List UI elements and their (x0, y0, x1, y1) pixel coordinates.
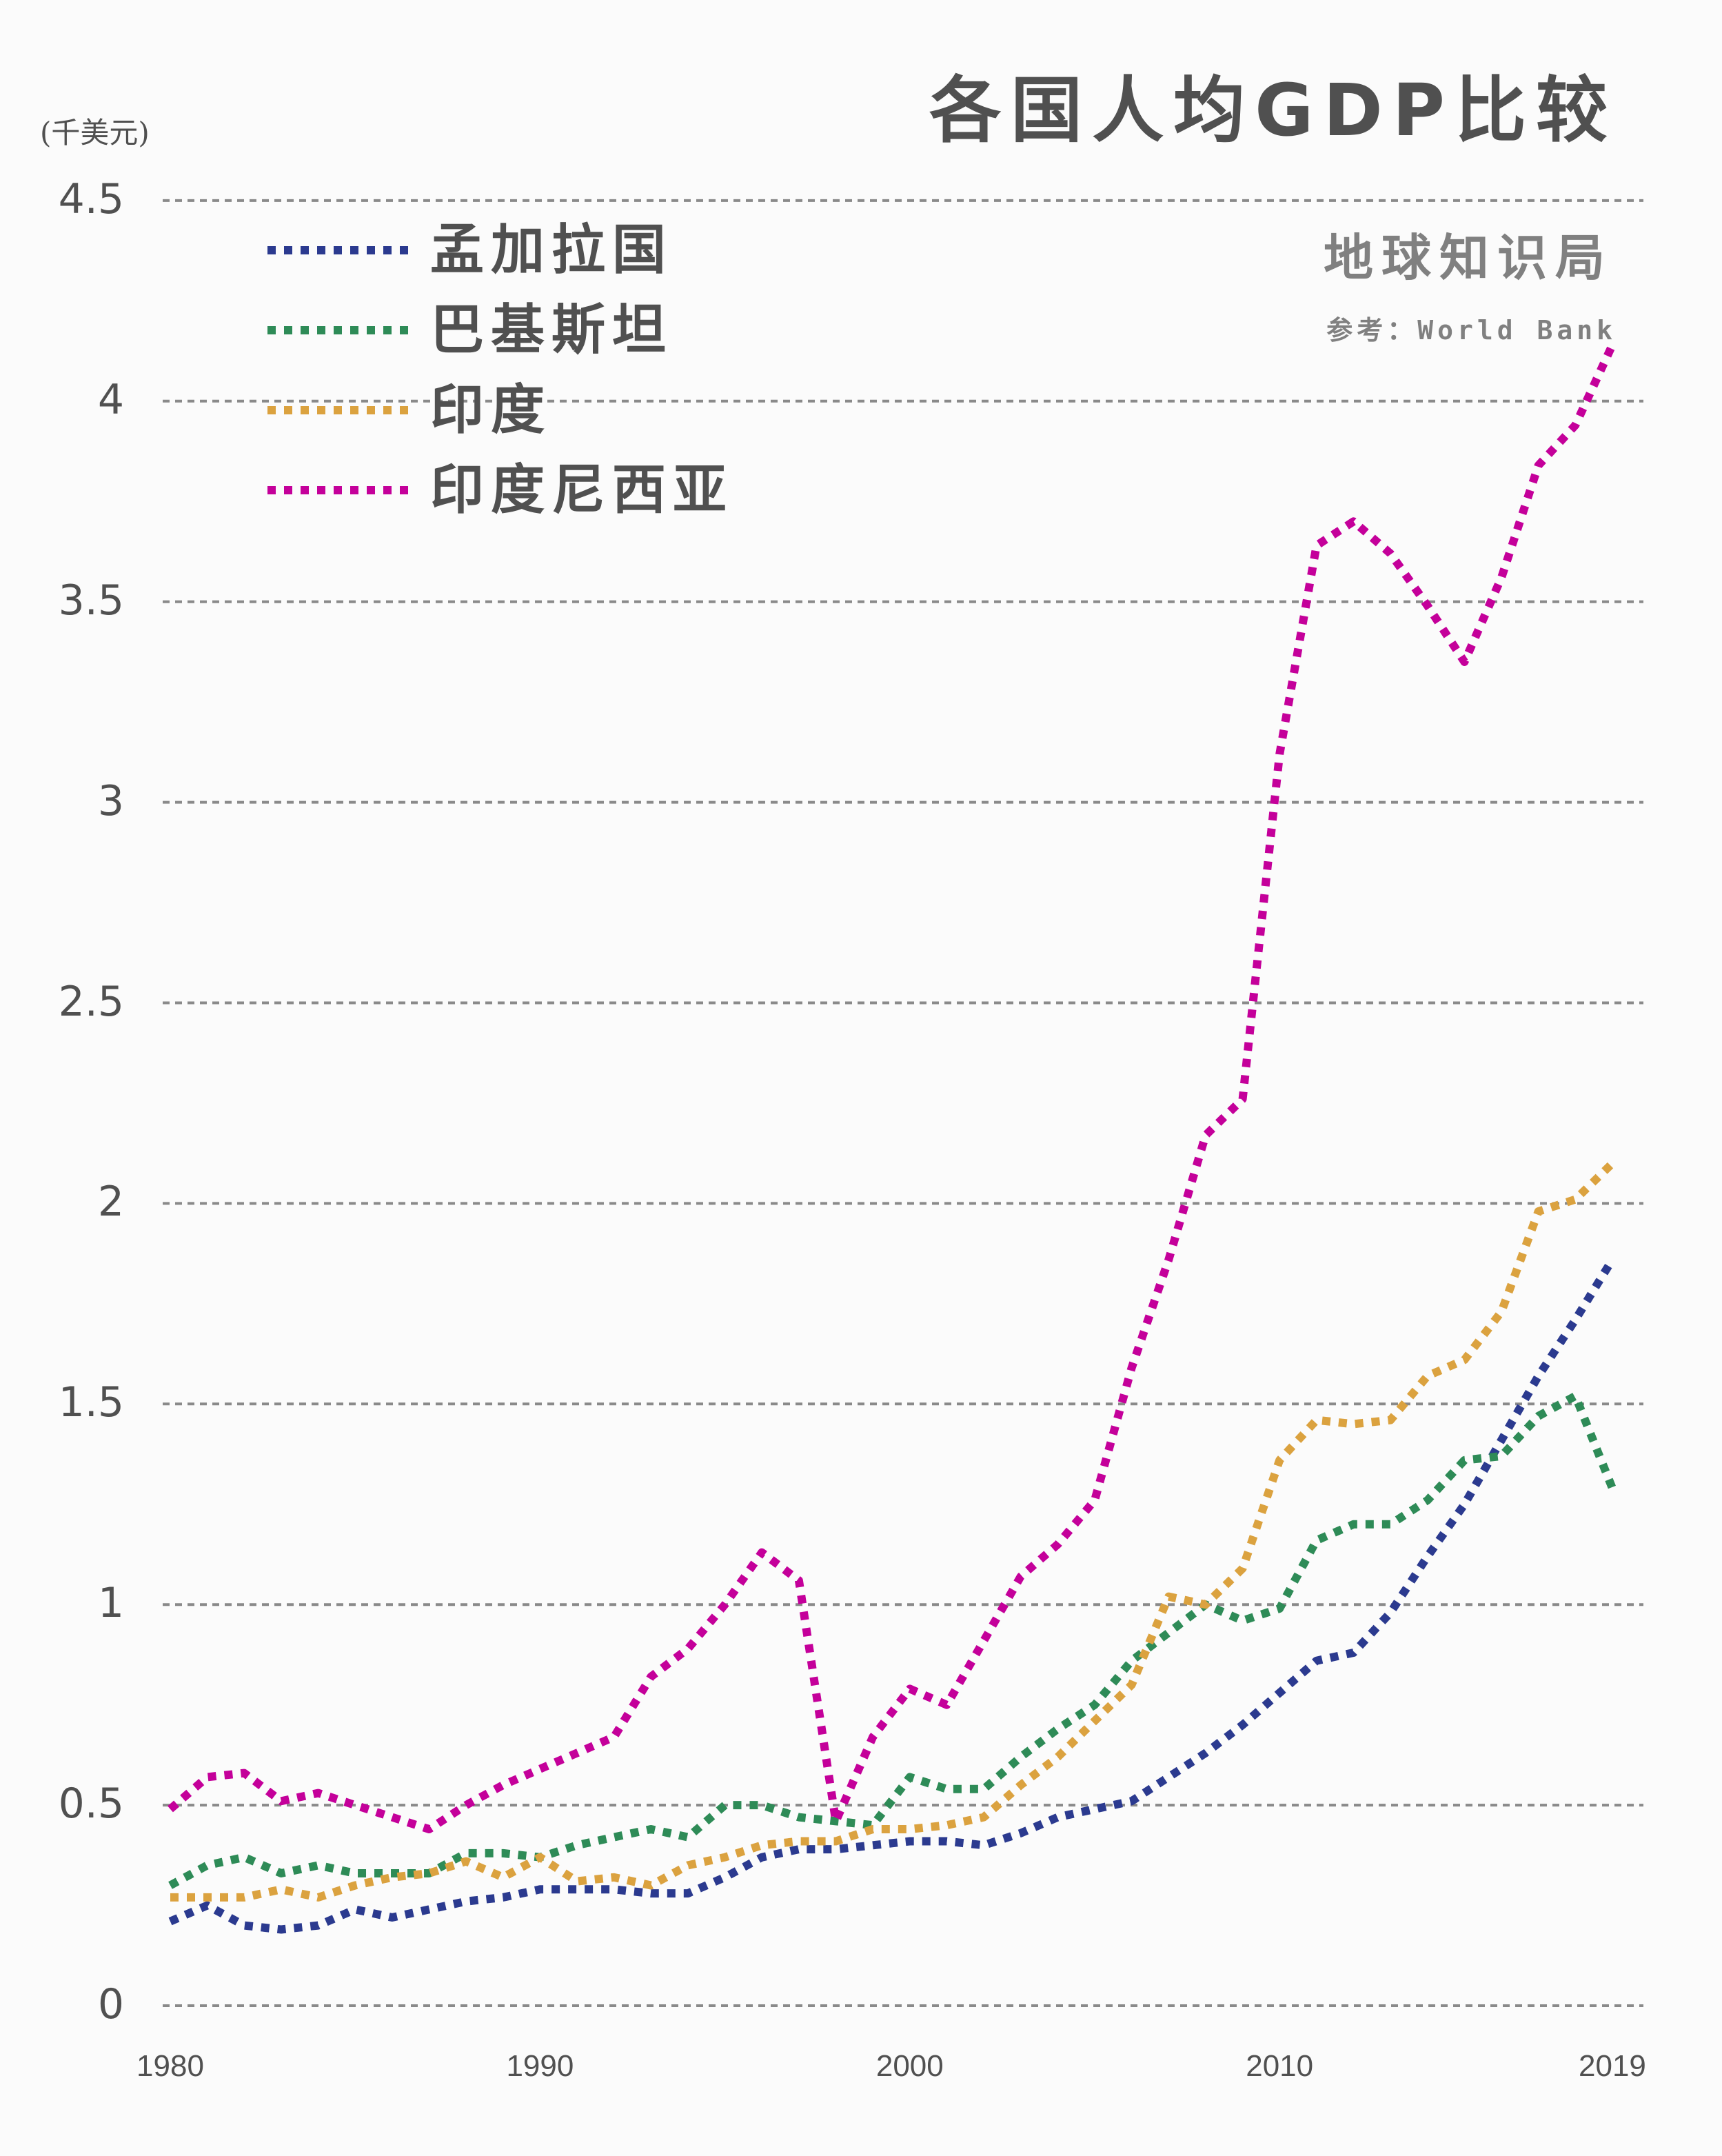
x-tick-label: 2019 (1579, 2049, 1646, 2083)
y-tick-label: 2 (97, 1178, 124, 1227)
series-line (170, 1160, 1616, 1902)
legend-label: 巴基斯坦 (430, 299, 673, 361)
legend-swatch-bangladesh (267, 246, 409, 254)
legend-label: 孟加拉国 (430, 219, 673, 281)
y-axis-unit-label: (千美元) (40, 116, 150, 150)
data-series (168, 343, 1617, 1934)
y-tick-label: 1.5 (58, 1378, 124, 1427)
series-line (168, 1391, 1617, 1889)
chart-title: 各国人均GDP比较 (929, 68, 1617, 152)
x-tick-label: 2000 (875, 2049, 944, 2083)
y-tick-label: 4.5 (58, 174, 124, 223)
series-line (168, 1257, 1617, 1934)
y-tick-label: 1 (97, 1579, 124, 1628)
x-tick-label: 1980 (136, 2049, 204, 2083)
legend-item-pakistan: 巴基斯坦 (267, 290, 733, 370)
y-tick-label: 0.5 (58, 1780, 124, 1828)
y-tick-label: 4 (97, 375, 124, 424)
y-tick-label: 2.5 (58, 977, 124, 1026)
y-tick-label: 3.5 (58, 576, 124, 625)
y-tick-label: 3 (97, 776, 124, 825)
legend-label: 印度尼西亚 (430, 459, 734, 521)
source-note: 参考：World Bank (1326, 315, 1617, 345)
legend: 孟加拉国 巴基斯坦 印度 印度尼西亚 (267, 210, 733, 530)
x-tick-label: 1990 (506, 2049, 574, 2083)
x-tick-label: 2010 (1246, 2049, 1314, 2083)
legend-item-indonesia: 印度尼西亚 (267, 450, 733, 530)
legend-swatch-india (267, 406, 409, 414)
series-line (168, 343, 1617, 1833)
y-tick-label: 0 (97, 1980, 124, 2028)
legend-swatch-indonesia (267, 486, 409, 494)
legend-label: 印度 (430, 379, 552, 441)
legend-item-bangladesh: 孟加拉国 (267, 210, 733, 290)
legend-item-india: 印度 (267, 370, 733, 450)
legend-swatch-pakistan (267, 326, 409, 334)
brand-watermark: 地球知识局 (1323, 229, 1613, 287)
